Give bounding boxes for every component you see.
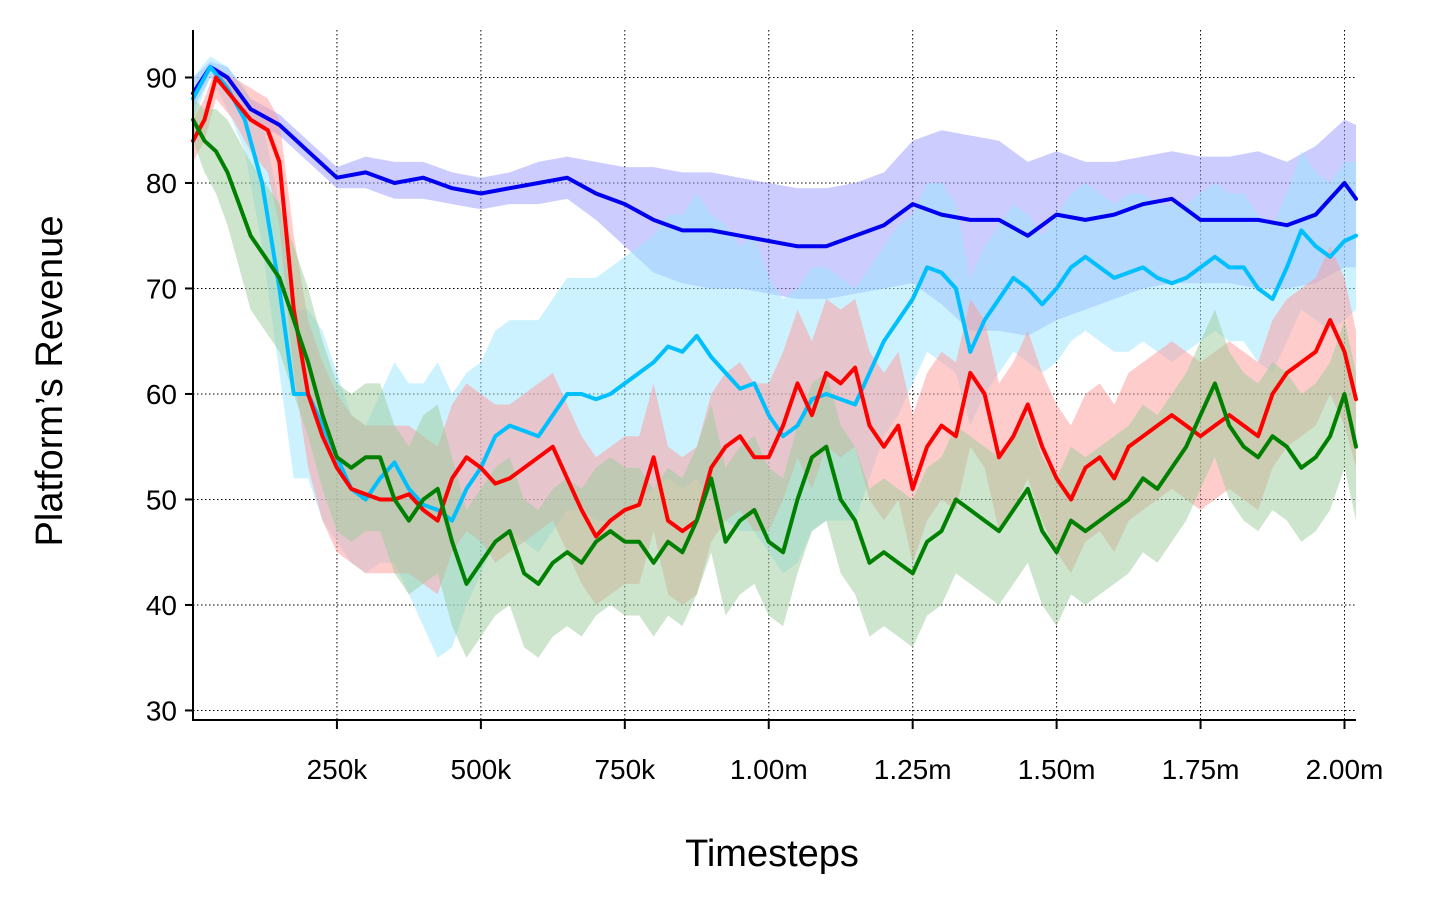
series-3-line bbox=[191, 117, 1358, 586]
y-tick-label: 90 bbox=[146, 62, 177, 93]
x-tick-label: 1.50m bbox=[1018, 754, 1096, 785]
y-tick-label: 70 bbox=[146, 273, 177, 304]
series-0-line bbox=[191, 64, 1358, 249]
y-ticks: 30 40 50 60 70 80 90 bbox=[146, 62, 193, 726]
y-tick-label: 30 bbox=[146, 695, 177, 726]
x-tick-label: 750k bbox=[594, 754, 656, 785]
series-lines bbox=[191, 64, 1358, 586]
y-axis-title: Platform’s Revenue bbox=[29, 216, 71, 547]
x-tick-label: 1.00m bbox=[730, 754, 808, 785]
y-tick-label: 40 bbox=[146, 590, 177, 621]
x-tick-label: 1.25m bbox=[874, 754, 952, 785]
series-2-line bbox=[191, 75, 1358, 539]
y-tick-label: 60 bbox=[146, 379, 177, 410]
series-1-line bbox=[191, 64, 1358, 523]
y-tick-label: 80 bbox=[146, 168, 177, 199]
x-ticks: 250k 500k 750k 1.00m 1.25m 1.50m 1.75m 2.00m bbox=[307, 721, 1384, 785]
x-tick-label: 1.75m bbox=[1162, 754, 1240, 785]
series-3-band bbox=[193, 98, 1356, 658]
x-tick-label: 250k bbox=[307, 754, 369, 785]
confidence-bands bbox=[193, 56, 1356, 658]
x-tick-label: 2.00m bbox=[1306, 754, 1384, 785]
x-axis-title: Timesteps bbox=[685, 833, 859, 875]
y-tick-label: 50 bbox=[146, 484, 177, 515]
x-tick-label: 500k bbox=[451, 754, 513, 785]
